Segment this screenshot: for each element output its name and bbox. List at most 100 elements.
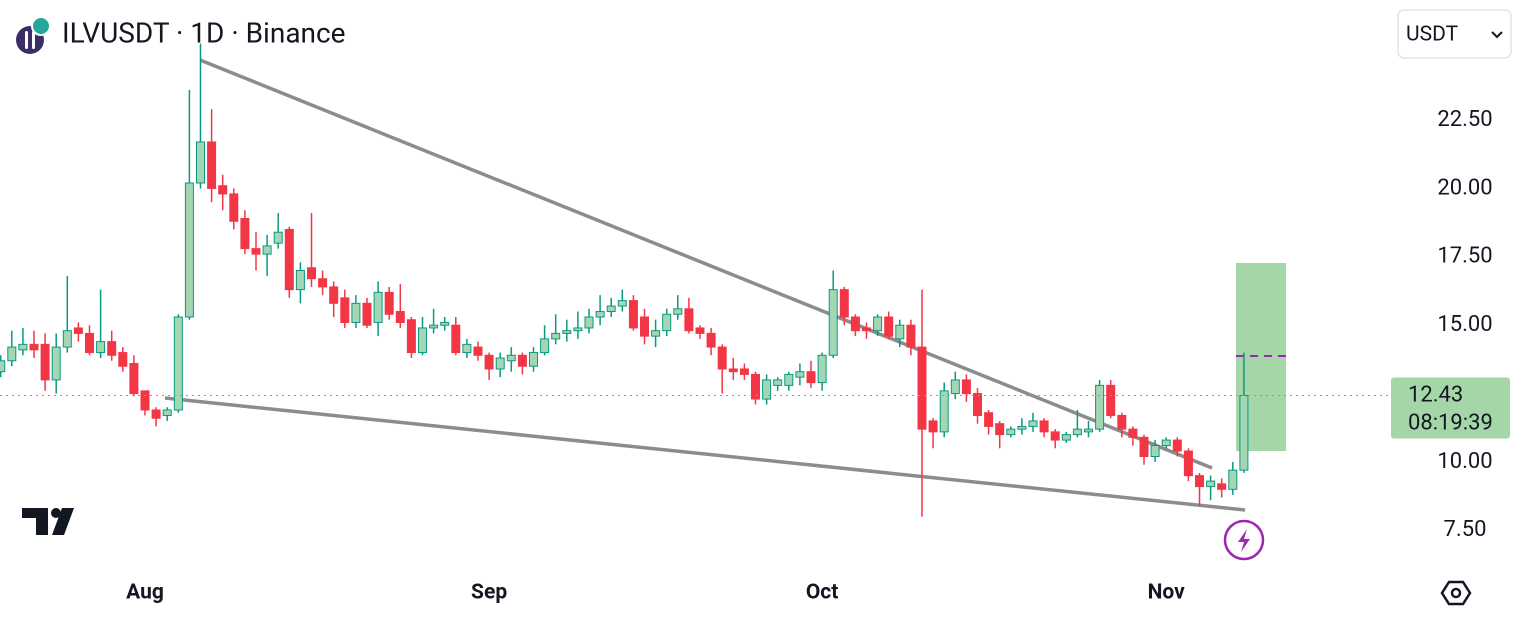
candle-body (551, 332, 561, 340)
candle-body (0, 360, 6, 373)
candle-body (706, 332, 716, 348)
symbol-icon-glyph (25, 31, 28, 49)
candle-body (218, 185, 228, 195)
candle-body (29, 343, 39, 351)
candle-body (984, 412, 994, 427)
candle-body (373, 291, 383, 323)
candle-body (850, 316, 860, 332)
logo (22, 508, 74, 535)
candle-body (784, 373, 794, 386)
x-tick-label: Oct (806, 581, 839, 605)
candle-body (40, 343, 50, 381)
candle-body (151, 409, 161, 419)
candle-body (828, 289, 838, 356)
settings-icon[interactable] (1440, 580, 1472, 606)
candle-body (795, 371, 805, 378)
candle-body (351, 302, 361, 323)
candle-body (1084, 428, 1093, 433)
candle-body (1017, 425, 1027, 430)
candle-body (540, 338, 550, 354)
candle-body (917, 346, 927, 430)
candle-body (162, 409, 172, 416)
candle-body (562, 330, 572, 334)
candle-body (184, 182, 194, 318)
countdown-label: 08:19:39 (1408, 410, 1493, 435)
candle-body (906, 324, 916, 348)
candle-body (1161, 439, 1171, 447)
candle-body (884, 316, 894, 337)
x-tick-label: Nov (1148, 581, 1186, 605)
candle-body (262, 245, 272, 255)
alert-icon-glyph[interactable] (1238, 529, 1250, 552)
candle-body (1117, 414, 1127, 430)
candle-body (1228, 469, 1238, 490)
candle-body (451, 324, 461, 354)
candle-body (273, 231, 283, 244)
candle-body (73, 327, 83, 334)
candle-body (529, 352, 538, 367)
y-tick-label: 10.00 (1437, 449, 1492, 474)
last-price-box (1391, 377, 1510, 439)
candle-body (517, 354, 527, 367)
candle-body (1217, 483, 1227, 490)
candle-body (606, 305, 616, 313)
candle-body (384, 291, 394, 315)
candle-body (1150, 445, 1160, 457)
candle-body (229, 193, 239, 222)
candle-body (950, 379, 960, 395)
last-price-label: 12.43 (1408, 382, 1463, 407)
settings-icon[interactable] (1450, 587, 1462, 599)
candle-body (207, 141, 217, 189)
candle-body (573, 327, 583, 332)
x-tick-label: Aug (126, 581, 164, 605)
currency-label[interactable]: USDT (1406, 23, 1459, 47)
candle-body (584, 316, 594, 329)
plot-area (0, 43, 1286, 517)
candle-body (307, 267, 316, 280)
candle-body (640, 316, 649, 337)
candle-body (484, 354, 494, 370)
candle-body (717, 346, 727, 370)
candle-body (62, 330, 72, 348)
candle-body (728, 368, 738, 373)
candle-body (462, 343, 472, 354)
candle-body (429, 324, 439, 329)
candle-body (329, 286, 339, 304)
candle-body (1072, 428, 1082, 436)
candle-body (418, 327, 427, 354)
candle-body (362, 302, 372, 326)
candle-body (495, 357, 505, 370)
dropdown-arrow[interactable] (1491, 31, 1503, 39)
candle-body (1206, 480, 1216, 488)
candle-body (806, 371, 816, 384)
candle-body (1239, 394, 1249, 471)
candle-body (251, 248, 261, 255)
currency-select[interactable] (1397, 9, 1512, 59)
candle-body (318, 278, 328, 288)
candle-body (1095, 384, 1105, 430)
candle-body (140, 390, 150, 411)
candle-body (118, 352, 128, 367)
candle-body (617, 300, 627, 307)
candle-body (7, 346, 17, 362)
candle-body (895, 324, 905, 340)
y-tick-label: 22.50 (1437, 107, 1492, 132)
candle-body (939, 390, 949, 433)
candle-body (51, 346, 61, 381)
candle-body (928, 420, 938, 433)
y-tick-label: 7.50 (1444, 517, 1487, 542)
candle-body (773, 379, 783, 386)
candle-body (107, 341, 117, 356)
candle-body (240, 218, 250, 250)
candle-body (973, 393, 982, 416)
candle-body (1006, 428, 1016, 436)
candle-body (695, 327, 705, 334)
candle-body (340, 297, 350, 323)
candle-body (684, 308, 694, 332)
trend-line (164, 396, 1246, 512)
candle-body (873, 316, 883, 332)
candle-body (1061, 434, 1071, 441)
x-tick-label: Sep (471, 581, 507, 605)
candle-body (1028, 420, 1038, 427)
